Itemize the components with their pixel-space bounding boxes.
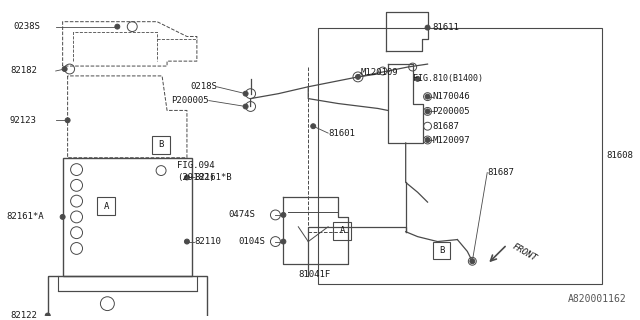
Text: P200005: P200005 xyxy=(171,96,209,105)
Bar xyxy=(152,136,170,154)
Bar xyxy=(63,158,192,276)
Text: N170046: N170046 xyxy=(433,92,470,101)
Circle shape xyxy=(425,109,430,114)
Text: FIG.810(B1400): FIG.810(B1400) xyxy=(413,74,483,84)
Circle shape xyxy=(281,239,286,244)
Text: M120109: M120109 xyxy=(361,68,399,77)
Text: 81687: 81687 xyxy=(487,168,514,177)
Bar xyxy=(97,197,115,215)
Circle shape xyxy=(470,259,475,264)
Text: 81041F: 81041F xyxy=(298,269,330,279)
Circle shape xyxy=(415,76,420,81)
Text: 82110: 82110 xyxy=(194,237,221,246)
Circle shape xyxy=(311,124,316,129)
Text: 81611: 81611 xyxy=(433,23,460,32)
Bar xyxy=(433,242,451,259)
Circle shape xyxy=(243,91,248,96)
Text: FRONT: FRONT xyxy=(511,242,539,263)
Bar xyxy=(48,276,207,320)
Text: 81687: 81687 xyxy=(433,122,460,131)
Bar xyxy=(318,28,602,284)
Text: 0218S: 0218S xyxy=(190,82,217,91)
Text: (29182): (29182) xyxy=(177,173,214,182)
Text: 81608: 81608 xyxy=(607,151,634,160)
Text: M120097: M120097 xyxy=(433,135,470,145)
Circle shape xyxy=(184,175,189,180)
Text: 82122: 82122 xyxy=(10,311,37,320)
Circle shape xyxy=(184,239,189,244)
Text: 82182: 82182 xyxy=(10,67,37,76)
Text: 0238S: 0238S xyxy=(13,22,40,31)
Circle shape xyxy=(60,214,65,220)
Text: 82161*A: 82161*A xyxy=(6,212,44,221)
Text: FIG.094: FIG.094 xyxy=(177,161,214,170)
Circle shape xyxy=(425,94,430,99)
Circle shape xyxy=(425,25,430,30)
Circle shape xyxy=(355,75,360,79)
Text: 92123: 92123 xyxy=(10,116,37,125)
Text: A: A xyxy=(104,202,109,211)
Text: B: B xyxy=(439,246,444,255)
Circle shape xyxy=(425,138,430,142)
Circle shape xyxy=(281,212,286,217)
Circle shape xyxy=(115,24,120,29)
Circle shape xyxy=(62,67,67,71)
Text: A: A xyxy=(339,226,345,235)
Text: B: B xyxy=(158,140,164,149)
Text: 0104S: 0104S xyxy=(239,237,266,246)
Text: A820001162: A820001162 xyxy=(568,294,627,304)
Circle shape xyxy=(65,118,70,123)
Bar xyxy=(333,222,351,240)
Text: 0474S: 0474S xyxy=(228,211,255,220)
Text: P200005: P200005 xyxy=(433,107,470,116)
Text: 82161*B: 82161*B xyxy=(194,173,232,182)
Circle shape xyxy=(45,313,50,318)
Text: 81601: 81601 xyxy=(328,129,355,138)
Circle shape xyxy=(243,104,248,109)
